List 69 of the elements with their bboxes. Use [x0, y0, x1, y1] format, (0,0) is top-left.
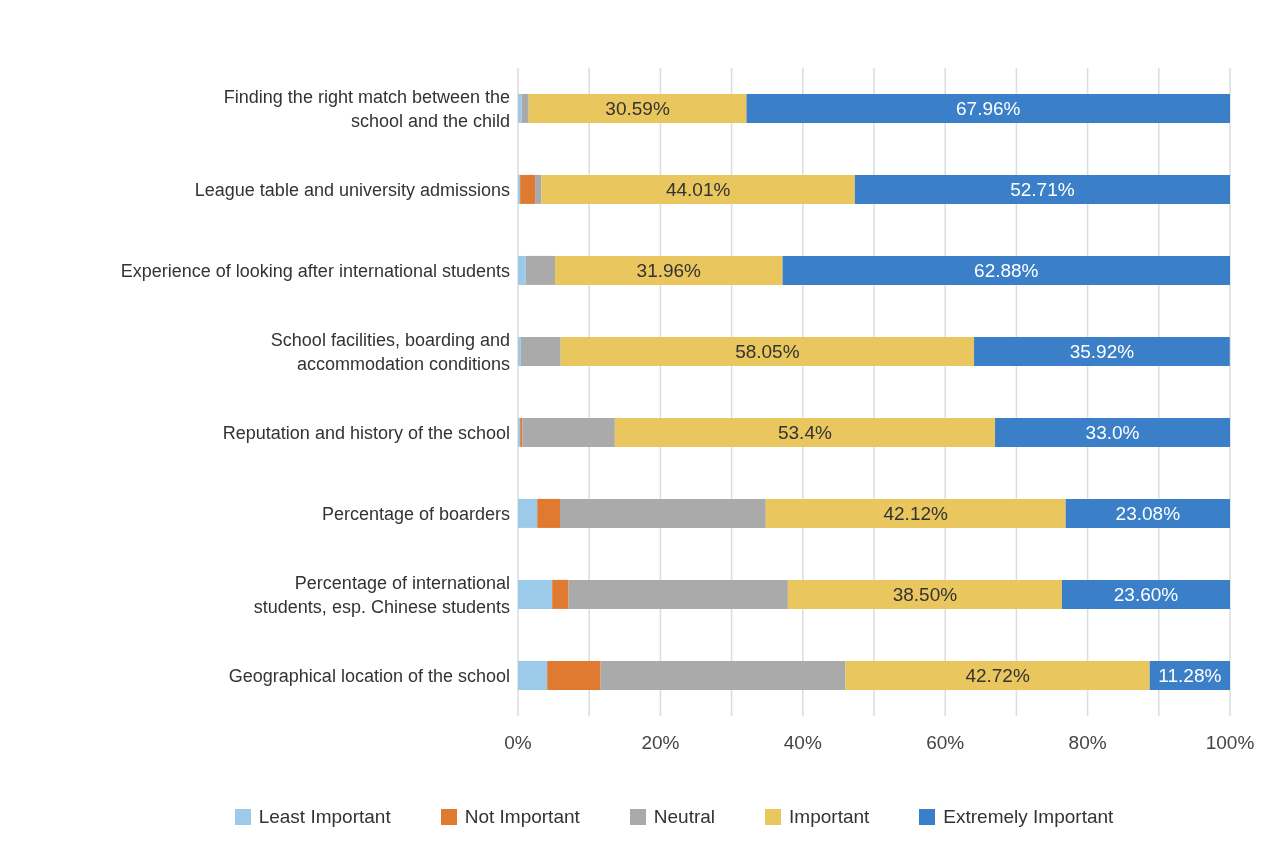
bar [555, 255, 783, 285]
bar [746, 93, 1230, 123]
x-tick-label: 100% [1205, 732, 1255, 754]
data-label: 62.88% [974, 259, 1039, 281]
x-tick-label: 60% [926, 732, 965, 754]
bar [518, 660, 548, 690]
data-label: 42.12% [883, 502, 949, 524]
bar [525, 255, 556, 285]
bar [528, 93, 747, 123]
x-tick-label: 80% [1068, 732, 1107, 754]
bar [518, 255, 526, 285]
data-label: 58.05% [735, 340, 800, 362]
bar [522, 417, 615, 447]
data-label: 23.08% [1115, 502, 1181, 524]
bar [1061, 579, 1230, 609]
data-label: 53.4% [778, 421, 832, 443]
bar [518, 579, 553, 609]
y-tick-label: Reputation and history of the school [222, 422, 510, 443]
bar [854, 174, 1230, 204]
bar [600, 660, 846, 690]
bar [518, 93, 522, 123]
bar [560, 498, 766, 528]
legend-label: Not Important [463, 806, 580, 828]
x-tick-label: 20% [641, 732, 680, 754]
legend-label: Important [788, 806, 870, 828]
y-tick-label: Experience of looking after international students [120, 260, 510, 281]
legend-label: Extremely Important [942, 806, 1114, 828]
legend-label: Least Important [257, 806, 391, 828]
x-tick-label: 0% [504, 732, 532, 754]
bar [547, 660, 601, 690]
y-tick-label: Percentage of international students, esp. Chinese students [253, 572, 510, 617]
y-tick-label: Geographical location of the school [228, 665, 510, 686]
data-label: 38.50% [892, 583, 958, 605]
bar [537, 498, 561, 528]
data-label: 33.0% [1085, 421, 1140, 443]
bar [995, 417, 1230, 447]
data-label: 35.92% [1069, 340, 1135, 362]
data-label: 67.96% [956, 97, 1021, 119]
y-tick-label: Percentage of boarders [321, 503, 510, 524]
y-tick-label: League table and university admissions [194, 179, 510, 200]
bar [521, 93, 529, 123]
y-tick-label: School facilities, boarding and accommodation conditions [270, 329, 510, 374]
bar [1065, 498, 1230, 528]
data-label: 23.60% [1113, 583, 1179, 605]
bar [568, 579, 788, 609]
bar [535, 174, 542, 204]
bar [974, 336, 1230, 366]
bar [518, 336, 521, 366]
data-label: 44.01% [665, 178, 731, 200]
bar [541, 174, 855, 204]
bar [845, 660, 1150, 690]
data-label: 42.72% [965, 664, 1030, 686]
data-label: 31.96% [636, 259, 702, 281]
data-label: 30.59% [605, 97, 670, 119]
bar [560, 336, 975, 366]
bar [614, 417, 996, 447]
bar [782, 255, 1230, 285]
bar [787, 579, 1062, 609]
x-tick-label: 40% [783, 732, 822, 754]
legend-label: Neutral [652, 806, 716, 828]
data-label: 11.28% [1158, 664, 1222, 686]
bar [518, 174, 521, 204]
y-tick-label: Finding the right match between the school and the child [223, 86, 510, 131]
bar [520, 336, 561, 366]
bar [520, 174, 536, 204]
bar [518, 498, 538, 528]
data-label: 52.71% [1010, 178, 1075, 200]
bar [552, 579, 569, 609]
bar [765, 498, 1066, 528]
